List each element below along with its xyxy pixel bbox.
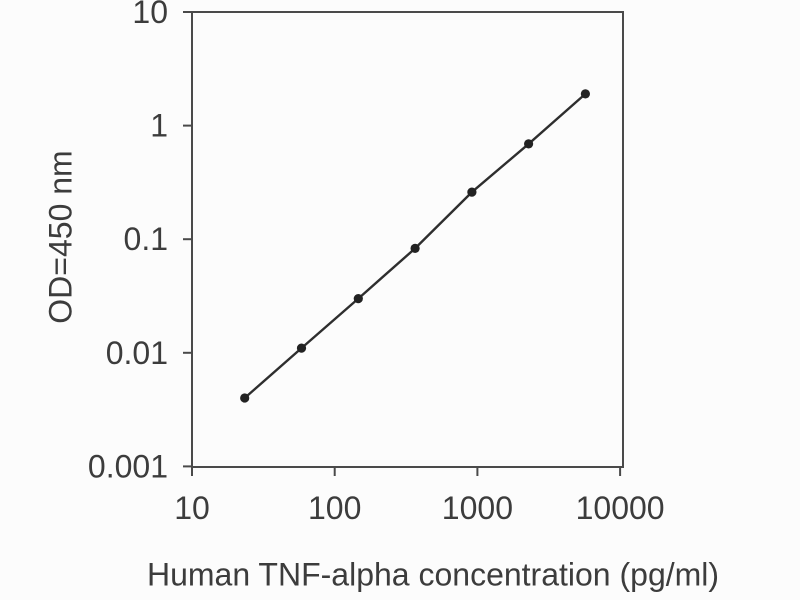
data-point [240, 393, 250, 403]
y-tick-label: 0.001 [88, 448, 168, 484]
y-tick-label: 1 [150, 108, 168, 144]
x-tick-label: 10 [174, 490, 210, 526]
x-tick-label: 100 [308, 490, 361, 526]
y-axis-title: OD=450 nm [42, 150, 79, 324]
y-tick-label: 10 [132, 0, 168, 30]
x-tick-label: 10000 [576, 490, 665, 526]
data-point [524, 139, 534, 149]
plot-border [191, 11, 624, 468]
data-point [467, 187, 477, 197]
data-point [410, 243, 420, 253]
data-point [296, 343, 307, 353]
data-point [353, 294, 363, 304]
data-point [580, 89, 591, 99]
y-tick-label: 0.01 [106, 335, 168, 371]
x-axis-title: Human TNF-alpha concentration (pg/ml) [146, 556, 720, 593]
x-tick-label: 1000 [442, 490, 513, 526]
y-tick-label: 0.1 [124, 221, 168, 257]
